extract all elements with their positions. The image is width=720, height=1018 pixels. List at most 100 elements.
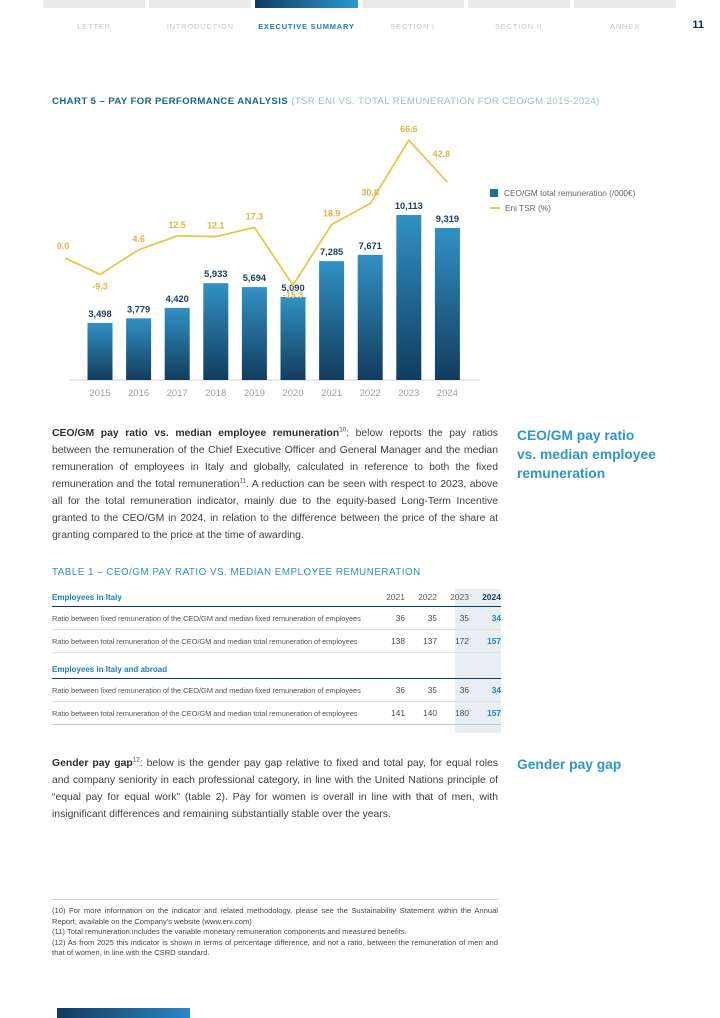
table-section-header: Employees in Italy 2021 2022 2023 2024 — [52, 592, 501, 607]
footnotes: (10) For more information on the indicat… — [52, 906, 498, 959]
x-tick-label: 2015 — [89, 388, 110, 399]
tab-label: SECTION II — [494, 22, 543, 31]
paragraph-text: : below reports the pay ratios between t… — [52, 428, 498, 490]
current-year-column-highlight — [455, 589, 501, 733]
footnote-separator — [52, 899, 498, 900]
nav-tab-section-ii[interactable]: SECTION II — [467, 0, 570, 31]
x-tick-label: 2024 — [437, 388, 458, 399]
cell-value: 35 — [427, 613, 437, 623]
tsr-value-label: -15.3 — [283, 290, 304, 300]
year-column-header: 2022 — [418, 592, 437, 602]
row-label: Ratio between fixed remuneration of the … — [52, 685, 361, 695]
nav-tab-introduction[interactable]: INTRODUCTION — [149, 0, 252, 31]
footnote: (11) Total remuneration includes the var… — [52, 927, 407, 937]
table-row: Ratio between fixed remuneration of the … — [52, 679, 501, 702]
chart-legend: CEO/GM total remuneration (/000€) Eni TS… — [490, 188, 635, 218]
paragraph-lead: Gender pay gap — [52, 758, 133, 769]
paragraph-lead: CEO/GM pay ratio vs. median employee rem… — [52, 428, 340, 439]
bar-value-label: 7,671 — [359, 241, 382, 251]
nav-tab-letter[interactable]: LETTER — [43, 0, 146, 31]
tab-label: INTRODUCTION — [166, 22, 234, 31]
tab-label: EXECUTIVE SUMMARY — [258, 22, 355, 31]
footnote: (12) As from 2025 this indicator is show… — [52, 937, 498, 958]
bar-2015 — [87, 322, 113, 380]
pay-for-performance-chart: 3,498 2015 3,779 2016 4,420 2017 5,933 2018 5,69… — [57, 124, 480, 399]
cell-value: 140 — [423, 708, 437, 718]
paragraph-text: . A reduction can be seen with respect t… — [52, 479, 498, 541]
bottom-accent-bar — [57, 1008, 190, 1018]
x-tick-label: 2018 — [205, 388, 226, 399]
bar-value-label: 9,319 — [436, 214, 459, 224]
cell-value: 36 — [395, 685, 405, 695]
pay-ratio-table: Employees in Italy 2021 2022 2023 2024 Ratio … — [52, 589, 501, 733]
footnote-ref-11: 11 — [239, 477, 247, 485]
cell-value: 34 — [491, 685, 501, 695]
table-row: Ratio between fixed remuneration of the … — [52, 607, 501, 630]
cell-value: 36 — [459, 685, 469, 695]
side-heading-pay-ratio: CEO/GM pay ratio vs. median employee rem… — [517, 428, 656, 481]
tab-label: LETTER — [77, 22, 111, 31]
cell-value: 35 — [427, 685, 437, 695]
row-label: Ratio between total remuneration of the … — [52, 708, 358, 718]
cell-value: 157 — [487, 708, 501, 718]
nav-tabs: LETTER INTRODUCTION EXECUTIVE SUMMARY SECTI… — [43, 0, 677, 31]
bar-2024 — [434, 227, 460, 380]
bar-2018 — [203, 283, 229, 380]
bar-2021 — [319, 261, 345, 380]
tsr-line — [64, 139, 449, 286]
legend-label: Eni TSR (%) — [505, 203, 551, 213]
cell-value: 180 — [455, 708, 469, 718]
cell-value: 172 — [455, 636, 469, 646]
tab-indicator-bar — [149, 0, 252, 8]
row-label: Ratio between total remuneration of the … — [52, 636, 358, 646]
table-section: Employees in Italy and abroad Ratio betwe… — [52, 664, 501, 725]
cell-value: 138 — [391, 636, 405, 646]
nav-tab-annex[interactable]: ANNEX — [573, 0, 677, 31]
bar-value-label: 10,113 — [395, 201, 423, 211]
tsr-value-label: 12.5 — [168, 220, 186, 230]
bar-2022 — [357, 254, 383, 380]
x-tick-label: 2021 — [321, 388, 342, 399]
x-tick-label: 2023 — [398, 388, 419, 399]
tsr-value-label: 42.8 — [433, 149, 451, 159]
bar-2019 — [241, 287, 267, 380]
year-column-header: 2021 — [386, 592, 405, 602]
cell-value: 141 — [391, 708, 405, 718]
x-tick-label: 2020 — [282, 388, 303, 399]
footnote-ref-10: 10 — [339, 426, 347, 434]
chart-title-subtitle: (TSR ENI VS. TOTAL REMUNERATION FOR CEO/… — [288, 96, 600, 107]
tsr-value-label: 17.3 — [246, 211, 264, 221]
x-tick-label: 2016 — [128, 388, 149, 399]
tab-label: SECTION I — [390, 22, 435, 31]
legend-label: CEO/GM total remuneration (/000€) — [504, 188, 636, 198]
table-row: Ratio between total remuneration of the … — [52, 630, 501, 653]
bar-2023 — [396, 215, 422, 380]
tab-label: ANNEX — [610, 22, 640, 31]
tab-indicator-bar — [255, 0, 358, 8]
footnote: (10) For more information on the indicat… — [52, 906, 498, 926]
nav-tab-section-i[interactable]: SECTION I — [361, 0, 464, 31]
cell-value: 157 — [487, 636, 501, 646]
footnote-ref-12: 12 — [132, 756, 140, 764]
page-number: 11 — [692, 19, 704, 31]
bar-value-label: 5,090 — [281, 283, 304, 293]
chart-title-main: CHART 5 – PAY FOR PERFORMANCE ANALYSIS — [52, 96, 289, 107]
cell-value: 36 — [395, 613, 405, 623]
table-section: Employees in Italy 2021 2022 2023 2024 Ratio … — [52, 592, 501, 653]
bar-value-label: 3,779 — [127, 304, 150, 314]
table-row: Ratio between total remuneration of the … — [52, 702, 501, 725]
x-tick-label: 2022 — [360, 388, 381, 399]
side-heading-gender: Gender pay gap — [517, 757, 622, 772]
tsr-value-label: 4.6 — [132, 234, 145, 244]
bar-value-label: 3,498 — [88, 309, 111, 319]
chart-title: CHART 5 – PAY FOR PERFORMANCE ANALYSIS (… — [52, 96, 600, 107]
bar-value-label: 4,420 — [166, 294, 189, 304]
cell-value: 35 — [459, 613, 469, 623]
bar-value-label: 7,285 — [320, 247, 343, 257]
table-title: TABLE 1 – CEO/GM PAY RATIO VS. MEDIAN EM… — [52, 567, 421, 578]
table-section-header: Employees in Italy and abroad — [52, 664, 501, 679]
year-column-header: 2024 — [482, 592, 501, 602]
tsr-value-label: 66.6 — [400, 124, 418, 134]
nav-tab-executive-summary[interactable]: EXECUTIVE SUMMARY — [255, 0, 358, 31]
